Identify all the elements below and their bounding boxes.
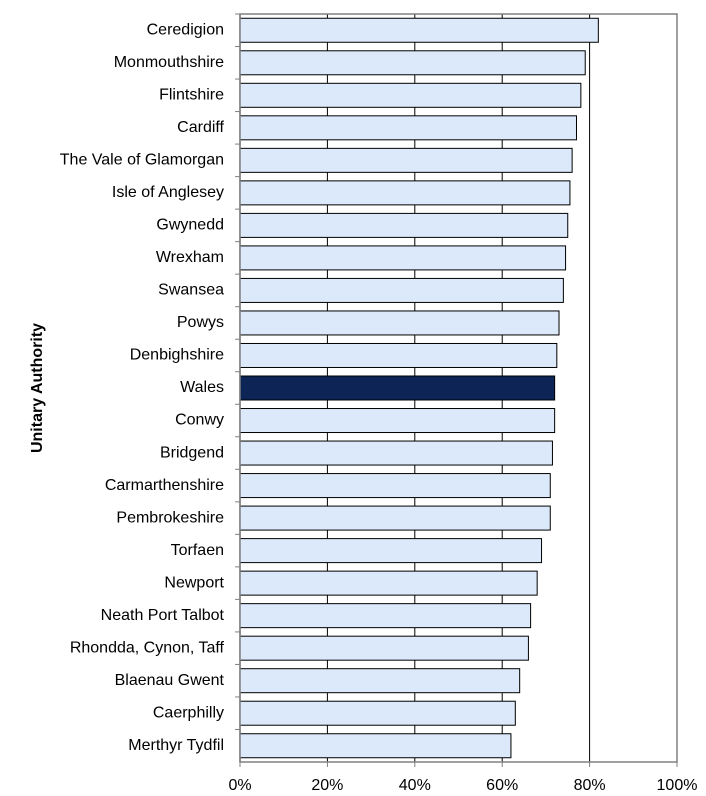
y-tick-label: Merthyr Tydfil bbox=[128, 737, 224, 754]
bar bbox=[239, 700, 516, 726]
bar bbox=[239, 375, 556, 401]
y-tick-label: Gwynedd bbox=[156, 217, 224, 234]
bar bbox=[239, 668, 521, 694]
bar bbox=[239, 505, 551, 531]
y-tick-label: Monmouthshire bbox=[114, 54, 224, 71]
bar bbox=[239, 603, 532, 629]
y-tick-label: Wales bbox=[180, 379, 224, 396]
bar bbox=[239, 635, 529, 661]
bar bbox=[239, 245, 567, 271]
bar bbox=[239, 50, 586, 76]
y-tick-label: Caerphilly bbox=[153, 704, 224, 721]
bar bbox=[239, 180, 571, 206]
y-tick-label: Ceredigion bbox=[147, 21, 224, 38]
bar bbox=[239, 115, 577, 141]
bar bbox=[239, 570, 538, 596]
y-tick-label: Bridgend bbox=[160, 444, 224, 461]
bar bbox=[239, 440, 553, 466]
bar bbox=[239, 212, 569, 238]
x-tick-label: 40% bbox=[399, 777, 431, 794]
y-tick-label: The Vale of Glamorgan bbox=[60, 152, 224, 169]
y-tick-label: Pembrokeshire bbox=[116, 509, 224, 526]
bar bbox=[239, 733, 512, 759]
bar bbox=[239, 310, 560, 336]
x-tick-label: 80% bbox=[574, 777, 606, 794]
y-tick-label: Torfaen bbox=[171, 542, 224, 559]
bar bbox=[239, 538, 543, 564]
y-tick-label: Swansea bbox=[158, 282, 224, 299]
y-tick-label: Rhondda, Cynon, Taff bbox=[70, 639, 225, 656]
y-tick-label: Neath Port Talbot bbox=[101, 607, 225, 624]
x-tick-label: 60% bbox=[486, 777, 518, 794]
y-tick-label: Newport bbox=[164, 574, 224, 591]
bar bbox=[239, 408, 556, 434]
x-tick-label: 100% bbox=[657, 777, 698, 794]
y-tick-label: Conwy bbox=[175, 412, 224, 429]
bar bbox=[239, 277, 564, 303]
y-tick-label: Wrexham bbox=[156, 249, 224, 266]
y-axis-label: Unitary Authority bbox=[29, 323, 46, 453]
y-tick-label: Blaenau Gwent bbox=[115, 672, 225, 689]
y-tick-label: Flintshire bbox=[159, 87, 224, 104]
y-tick-label: Carmarthenshire bbox=[105, 477, 224, 494]
bar bbox=[239, 147, 573, 173]
bar bbox=[239, 342, 558, 368]
x-tick-label: 20% bbox=[311, 777, 343, 794]
y-tick-label: Isle of Anglesey bbox=[112, 184, 224, 201]
x-tick-label: 0% bbox=[228, 777, 251, 794]
bar bbox=[239, 82, 582, 108]
bar bbox=[239, 17, 599, 43]
y-tick-label: Denbighshire bbox=[130, 347, 224, 364]
y-tick-label: Cardiff bbox=[177, 119, 224, 136]
y-tick-label: Powys bbox=[177, 314, 224, 331]
bar bbox=[239, 473, 551, 499]
